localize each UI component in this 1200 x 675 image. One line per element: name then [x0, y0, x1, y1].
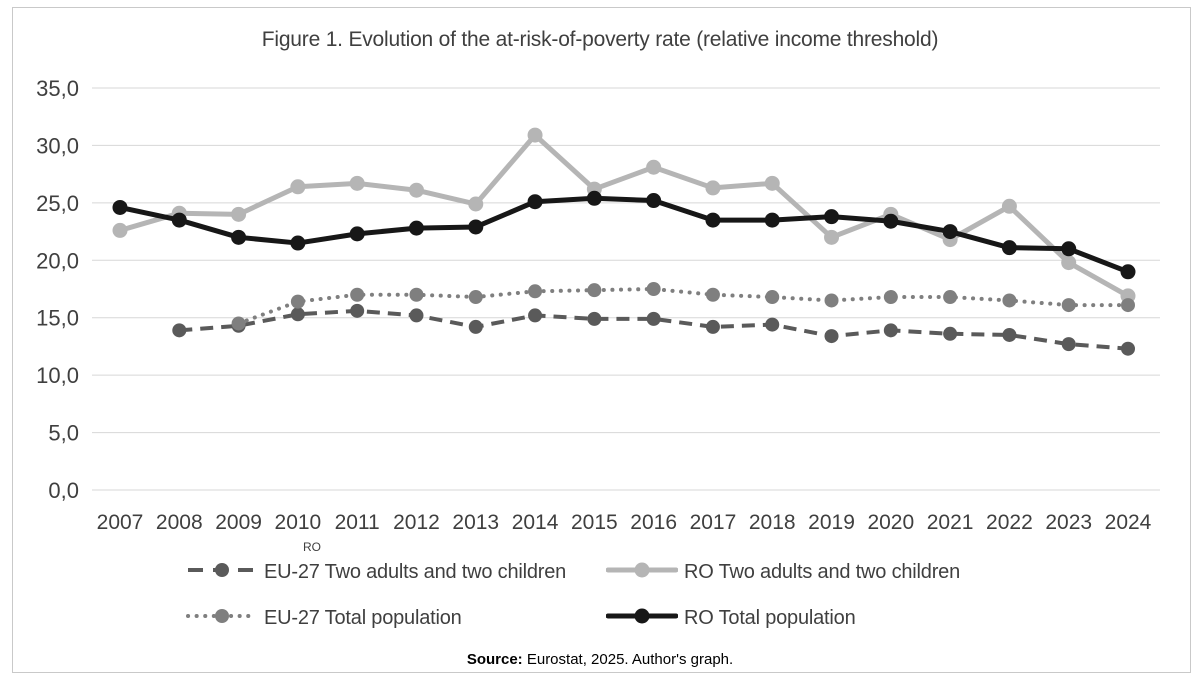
- legend-swatch-dotted-line-icon: [186, 606, 258, 631]
- svg-text:2008: 2008: [156, 511, 203, 534]
- series-eu-27-two-adults-and-two-children: [172, 303, 1135, 356]
- svg-text:2012: 2012: [393, 511, 440, 534]
- svg-text:2011: 2011: [335, 511, 380, 534]
- series-ro-two-adults-and-two-children: [112, 127, 1136, 304]
- svg-text:5,0: 5,0: [48, 421, 79, 446]
- y-gridlines: [92, 87, 1160, 491]
- legend-label: RO Two adults and two children: [684, 560, 961, 583]
- svg-text:2010: 2010: [275, 511, 322, 534]
- legend-item-eu27-two-adults: EU-27 Two adults and two children: [186, 559, 566, 585]
- source-label: Source:: [466, 651, 523, 668]
- svg-text:20,0: 20,0: [36, 248, 79, 273]
- source-note: Source: Eurostat, 2025. Author's graph.: [0, 651, 1200, 668]
- svg-text:2023: 2023: [1045, 511, 1092, 534]
- svg-text:2009: 2009: [215, 511, 262, 534]
- svg-text:2020: 2020: [867, 511, 914, 534]
- legend-swatch-gray-line-icon: [605, 560, 679, 585]
- svg-text:2015: 2015: [571, 511, 618, 534]
- svg-text:2019: 2019: [808, 511, 855, 534]
- svg-text:30,0: 30,0: [36, 133, 79, 158]
- chart-title: Figure 1. Evolution of the at-risk-of-po…: [261, 28, 939, 51]
- svg-text:2024: 2024: [1105, 511, 1152, 534]
- series-eu-27-total-population: [231, 282, 1135, 331]
- svg-text:2013: 2013: [452, 511, 499, 534]
- svg-text:25,0: 25,0: [36, 191, 79, 216]
- x-axis-labels: 2007 2008 2009 2010 2011 2012 2013 2014 2015 2016…: [97, 511, 1152, 534]
- source-text: Eurostat, 2025. Author's graph.: [526, 651, 734, 668]
- series-ro-total-population: [112, 190, 1136, 280]
- legend-label: EU-27 Two adults and two children: [264, 560, 567, 583]
- svg-text:2017: 2017: [690, 511, 737, 534]
- svg-text:2021: 2021: [927, 511, 974, 534]
- svg-text:2014: 2014: [512, 511, 559, 534]
- svg-text:0,0: 0,0: [48, 478, 79, 503]
- svg-text:35,0: 35,0: [36, 76, 79, 101]
- svg-text:2016: 2016: [630, 511, 677, 534]
- svg-text:2018: 2018: [749, 511, 796, 534]
- y-axis-labels: 0,0 5,0 10,0 15,0 20,0 25,0 30,0 35,0: [36, 76, 79, 503]
- svg-text:10,0: 10,0: [36, 363, 79, 388]
- svg-text:2022: 2022: [986, 511, 1033, 534]
- svg-text:2007: 2007: [97, 511, 144, 534]
- legend-item-eu27-total: EU-27 Total population: [186, 605, 462, 631]
- legend-item-ro-two-adults: RO Two adults and two children: [605, 559, 961, 585]
- legend-label: RO Total population: [684, 606, 856, 629]
- legend-swatch-dashed-line-icon: [186, 560, 258, 585]
- legend-label: EU-27 Total population: [264, 606, 462, 629]
- legend-item-ro-total: RO Total population: [605, 605, 856, 631]
- svg-text:15,0: 15,0: [36, 306, 79, 331]
- legend-swatch-black-line-icon: [605, 606, 679, 631]
- legend-superscript-note: RO: [303, 540, 321, 554]
